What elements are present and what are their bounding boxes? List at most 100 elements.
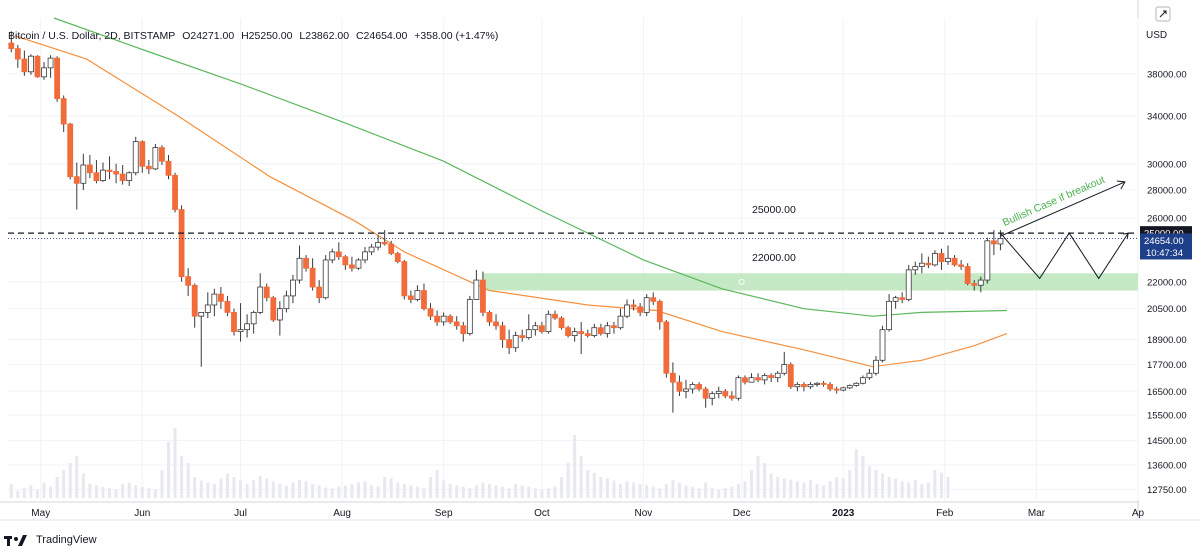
volume-bar [160, 470, 164, 498]
candle-body [486, 312, 493, 323]
volume-bar [802, 482, 806, 498]
candle-body [217, 293, 224, 302]
volume-bar [815, 484, 819, 498]
close-value: C24654.00 [355, 30, 408, 42]
scenario-zigzag-path [1000, 232, 1129, 280]
candle-body [951, 257, 958, 266]
candle-body [453, 321, 460, 327]
candle-body [244, 323, 251, 331]
candle-body [997, 238, 1004, 245]
volume-bar [239, 480, 243, 498]
volume-bar [409, 485, 413, 498]
candle-body [578, 331, 585, 335]
candle-body [584, 333, 591, 336]
candle-body [263, 286, 270, 299]
volume-bar [265, 478, 269, 498]
candle-body [683, 388, 689, 392]
volume-bar [822, 485, 826, 498]
candle-body [663, 321, 670, 374]
volume-bar [776, 477, 780, 498]
candle-body [938, 253, 945, 262]
volume-bar [592, 472, 596, 498]
y-tick-label: 12750.00 [1147, 485, 1187, 496]
x-tick-label: Oct [534, 508, 550, 519]
symbol-label[interactable]: Bitcoin / U.S. Dollar, 2D, BITSTAMP [8, 30, 176, 42]
candle-body [342, 256, 349, 266]
y-tick-label: 28000.00 [1147, 186, 1187, 197]
candle-body [676, 381, 683, 392]
chart-legend-header: Bitcoin / U.S. Dollar, 2D, BITSTAMP O242… [8, 30, 502, 42]
volume-bar [62, 470, 66, 498]
candle-body [932, 253, 938, 266]
candle-body [296, 257, 303, 281]
y-tick-label: 17700.00 [1147, 360, 1187, 371]
volume-bar [232, 477, 236, 498]
volume-bar [317, 485, 321, 498]
volume-bar [926, 482, 930, 498]
volume-bar [730, 486, 734, 498]
candle-body [322, 259, 329, 299]
volume-bar [186, 463, 190, 498]
y-tick-label: 30000.00 [1147, 159, 1187, 170]
candle-body [925, 262, 932, 266]
volume-bar [645, 485, 649, 498]
candle-body [178, 209, 185, 278]
x-tick-label: Aug [333, 508, 351, 519]
candle-body [8, 42, 15, 50]
candle-body [964, 266, 971, 284]
candle-body [145, 165, 152, 170]
candle-body [519, 335, 526, 338]
volume-bar [291, 482, 295, 498]
candle-body [892, 297, 899, 302]
candle-body [47, 57, 54, 69]
candle-body [270, 297, 277, 321]
x-tick-label: Ap [1132, 508, 1145, 519]
tradingview-footer[interactable]: TradingView [4, 530, 97, 550]
volume-bar [691, 486, 695, 498]
zigzag-arrowhead-icon [1123, 232, 1129, 240]
volume-bar [180, 456, 184, 498]
volume-bar [651, 486, 655, 498]
volume-bar [9, 484, 13, 498]
candle-body [617, 315, 624, 329]
volume-bar [599, 477, 603, 498]
candle-body [80, 164, 87, 184]
candle-body [702, 388, 709, 399]
volume-bar [573, 435, 577, 498]
volume-bar [94, 485, 98, 498]
volume-bar [193, 477, 197, 498]
candle-body [447, 315, 454, 323]
candle-body [159, 147, 165, 162]
candle-body [440, 315, 447, 323]
volume-bar [894, 478, 898, 498]
volume-bar [638, 484, 642, 498]
candle-body [669, 372, 676, 383]
volume-bar [494, 485, 498, 498]
volume-bar [455, 485, 459, 498]
candle-body [466, 299, 473, 335]
candle-body [558, 317, 565, 329]
volume-bar [199, 480, 203, 498]
volume-bar [212, 484, 216, 498]
candle-body [859, 377, 866, 384]
volume-bar [828, 481, 832, 498]
candle-body [984, 240, 991, 281]
candle-body [434, 315, 440, 323]
volume-bar [343, 485, 347, 498]
volume-bar [166, 442, 170, 498]
candle-body [237, 329, 244, 333]
volume-bar [520, 485, 524, 498]
candles [8, 31, 1004, 413]
volume-bar [900, 481, 904, 498]
x-tick-label: Mar [1028, 508, 1046, 519]
y-tick-label: 15500.00 [1147, 411, 1187, 422]
candle-body [381, 241, 388, 245]
volume-bar [16, 491, 20, 498]
volume-bar [49, 486, 53, 498]
candle-body [604, 325, 611, 335]
volume-bar [35, 489, 39, 498]
candle-body [139, 141, 146, 167]
volume-bar [225, 473, 229, 498]
candle-body [971, 283, 978, 286]
volume-bar [618, 484, 622, 498]
